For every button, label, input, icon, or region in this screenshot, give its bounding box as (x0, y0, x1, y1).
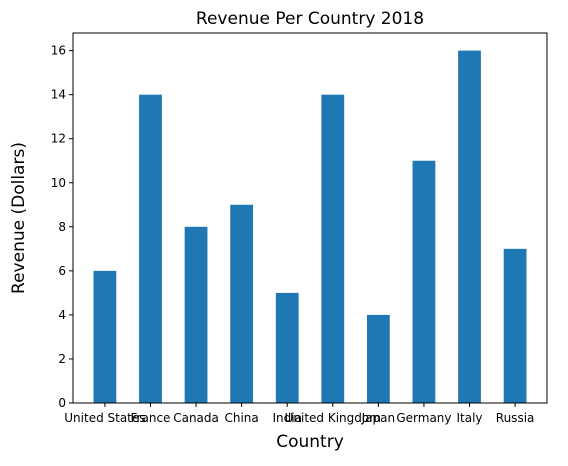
y-tick-label: 16 (51, 44, 66, 58)
bar (503, 248, 527, 403)
bar (458, 50, 481, 404)
x-tick-label: Canada (173, 411, 219, 425)
bar (275, 292, 299, 403)
bar (93, 270, 117, 403)
x-tick-label: Russia (496, 411, 535, 425)
x-tick-label: United States (64, 411, 145, 425)
bar (412, 160, 436, 403)
bar (139, 94, 162, 404)
x-axis-label: Country (276, 432, 344, 452)
bar (321, 94, 345, 404)
plot-frame (72, 32, 548, 404)
x-tick-label: Germany (396, 411, 451, 425)
x-tick-label: Japan (361, 411, 395, 425)
x-tick-label: India (272, 411, 301, 425)
y-tick-label: 14 (51, 88, 66, 102)
bar (230, 204, 254, 403)
y-tick-label: 4 (58, 308, 66, 322)
y-tick-label: 12 (51, 132, 66, 146)
bar (184, 226, 208, 403)
x-tick-label: Italy (456, 411, 482, 425)
chart-title: Revenue Per Country 2018 (196, 9, 424, 29)
y-tick-label: 8 (58, 220, 66, 234)
y-tick-label: 0 (58, 396, 66, 410)
bar (366, 314, 390, 403)
y-tick-label: 6 (58, 264, 66, 278)
x-tick-label: China (224, 411, 258, 425)
x-tick-label: United Kingdom (285, 411, 381, 425)
x-tick-label: France (131, 411, 171, 425)
y-tick-label: 10 (51, 176, 66, 190)
y-tick-label: 2 (58, 352, 66, 366)
y-axis-label: Revenue (Dollars) (9, 142, 29, 294)
